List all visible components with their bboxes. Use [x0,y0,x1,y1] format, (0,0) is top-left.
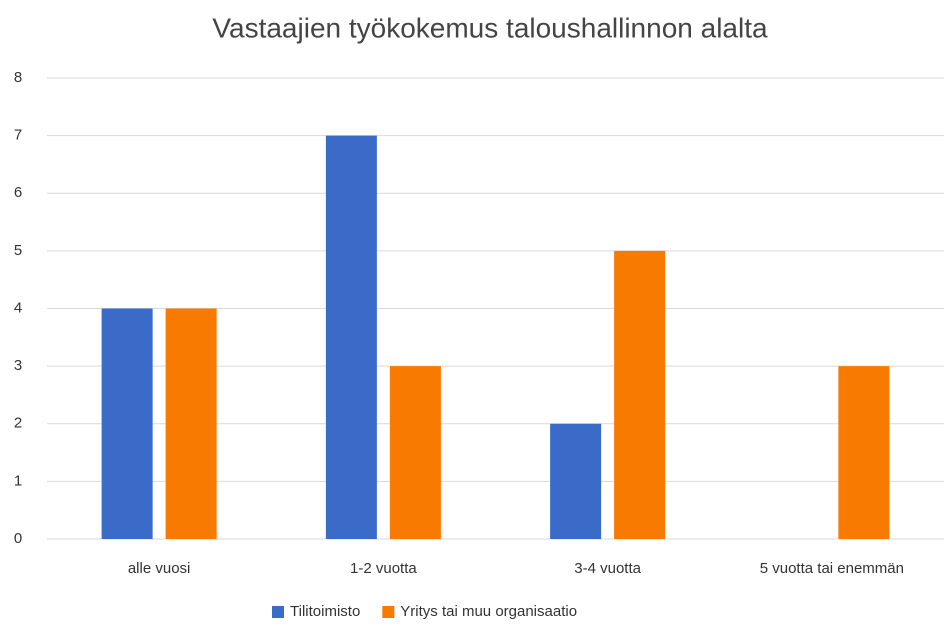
y-tick-label: 5 [14,242,22,259]
bar [165,308,217,539]
y-tick-label: 0 [14,530,22,547]
legend-label: Yritys tai muu organisaatio [400,603,577,620]
bar [550,423,602,539]
y-tick-label: 1 [14,472,22,489]
y-tick-label: 4 [14,299,22,316]
x-tick-label: 5 vuotta tai enemmän [760,560,904,577]
bar [389,366,441,539]
x-tick-label: 1-2 vuotta [350,560,417,577]
bar [838,366,890,539]
chart-title: Vastaajien työkokemus taloushallinnon al… [212,12,768,43]
y-tick-label: 6 [14,184,22,201]
legend-swatch [272,606,284,618]
y-tick-label: 2 [14,415,22,432]
y-tick-label: 7 [14,127,22,144]
x-tick-label: 3-4 vuotta [574,560,641,577]
legend-swatch [382,606,395,618]
bar [325,135,377,539]
legend-label: Tilitoimisto [290,603,360,620]
bar [614,250,666,539]
y-tick-label: 8 [14,69,22,86]
x-tick-label: alle vuosi [128,560,191,577]
bar [101,308,153,539]
y-tick-label: 3 [14,357,22,374]
